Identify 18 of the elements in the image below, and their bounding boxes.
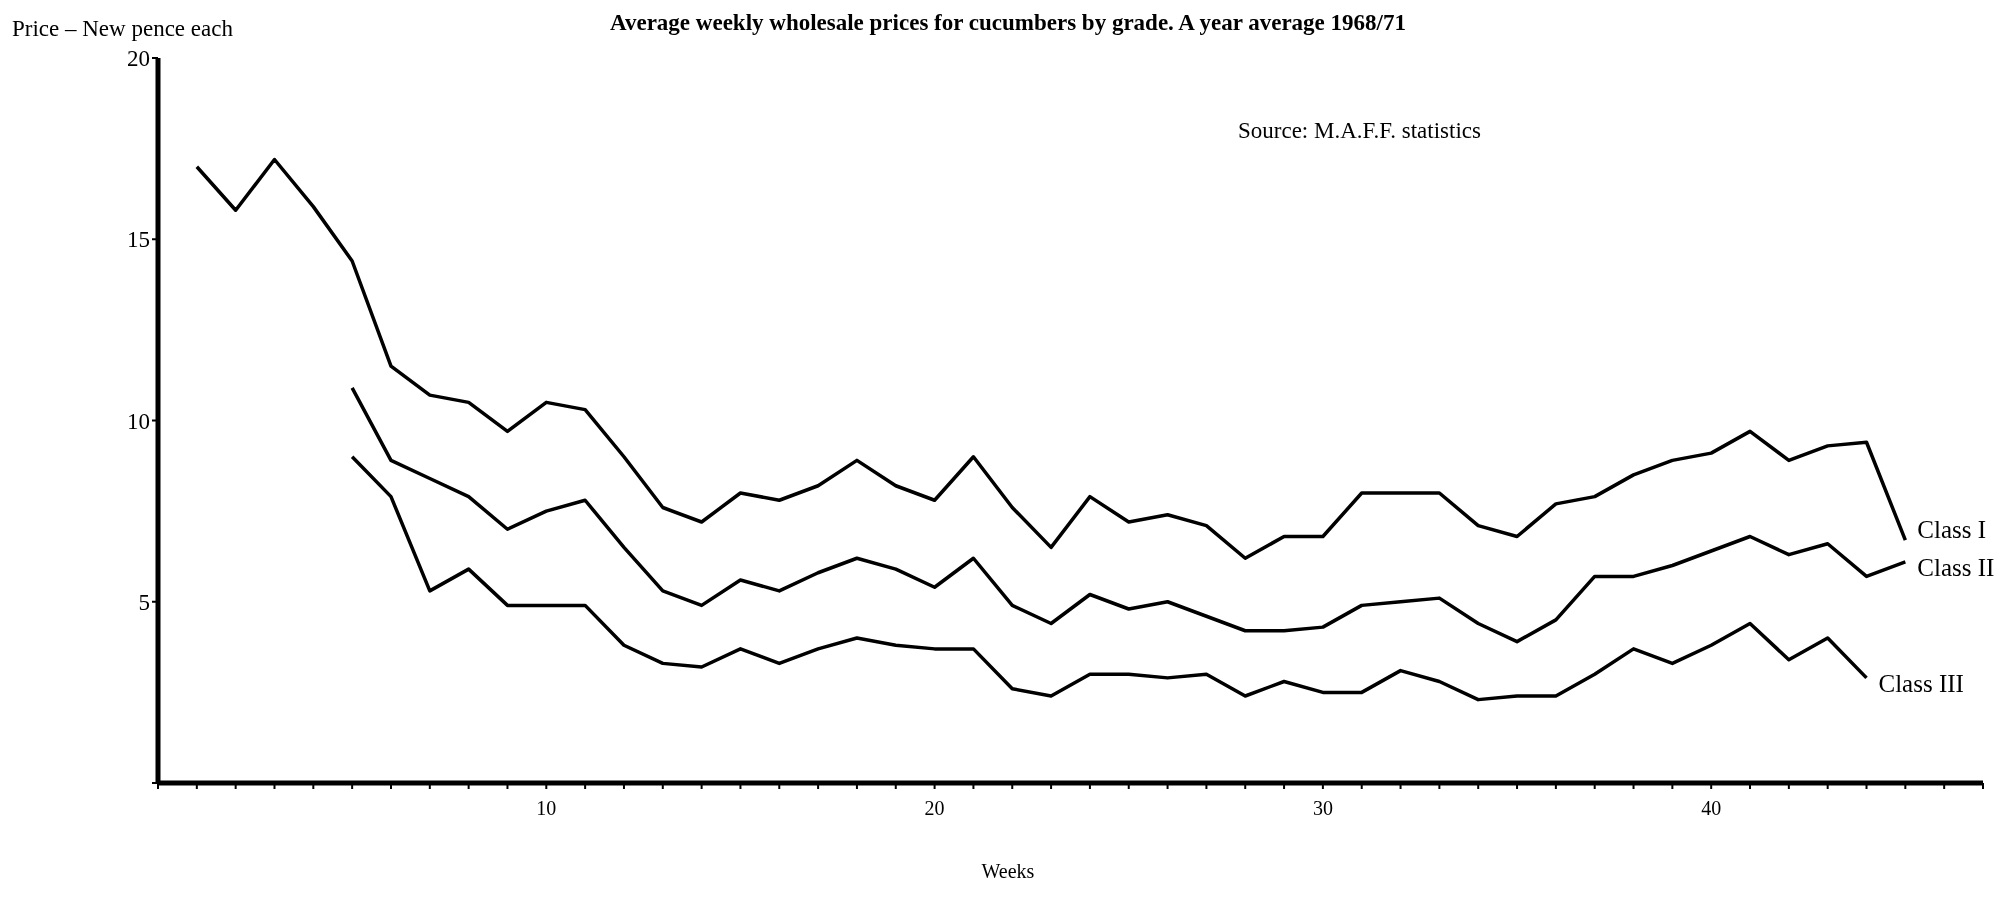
- line-series: [195, 157, 1908, 560]
- series-label: Class I: [1917, 515, 1987, 543]
- line-series: [350, 455, 1869, 702]
- x-tick-label: 40: [1701, 797, 1722, 820]
- chart-title: Average weekly wholesale prices for cucumbers by grade. A year average 1968/71: [610, 10, 1406, 35]
- y-tick-label: 15: [127, 227, 150, 253]
- y-tick-label: 20: [127, 46, 150, 72]
- x-tick-label: 30: [1312, 797, 1333, 820]
- line-series: [350, 386, 1908, 644]
- series-label: Class III: [1878, 669, 1964, 697]
- y-tick-label: 10: [127, 408, 150, 434]
- y-tick-label: 5: [138, 589, 150, 615]
- series-label: Class II: [1917, 553, 1995, 581]
- y-axis-title: Price – New pence each: [12, 16, 233, 41]
- x-tick-label: 20: [924, 797, 945, 820]
- annotation: Source: M.A.F.F. statistics: [1238, 118, 1481, 143]
- x-tick-label: 10: [536, 797, 557, 820]
- x-axis-title: Weeks: [981, 860, 1035, 882]
